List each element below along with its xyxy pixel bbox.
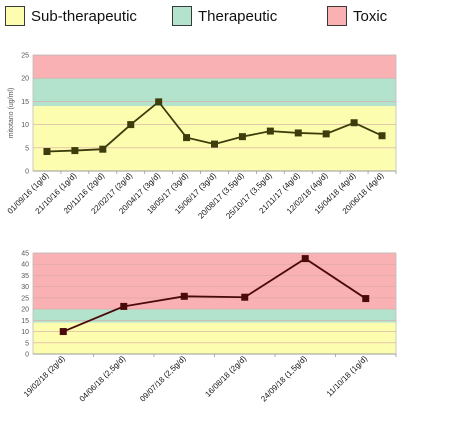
band-sub-therapeutic <box>33 106 396 171</box>
data-point <box>99 145 107 153</box>
data-point <box>120 302 128 310</box>
data-point <box>266 127 274 135</box>
y-tick-label: 40 <box>21 262 29 269</box>
x-tick-label: 19/02/18 (2g/d) <box>22 354 67 399</box>
band-toxic <box>33 253 396 310</box>
data-point <box>301 255 309 263</box>
y-tick-label: 0 <box>25 352 29 359</box>
x-tick-label: 16/08/18 (2g/d) <box>203 354 248 399</box>
legend-swatch-sub-therapeutic <box>5 6 25 26</box>
y-tick-label: 10 <box>21 122 29 129</box>
legend-swatch-toxic <box>327 6 347 26</box>
legend-label-sub-therapeutic: Sub-therapeutic <box>31 7 137 25</box>
y-tick-label: 45 <box>21 251 29 258</box>
data-point <box>294 129 302 137</box>
y-tick-label: 5 <box>25 145 29 152</box>
y-tick-label: 25 <box>21 295 29 302</box>
x-tick-label: 04/06/18 (2,5g/d) <box>78 354 128 404</box>
x-tick-label: 09/07/18 (2,5g/d) <box>138 354 188 404</box>
data-point <box>183 134 191 142</box>
legend-item-sub-therapeutic: Sub-therapeutic <box>5 6 137 26</box>
chart-mitotane-2018: 0 5 10 15 20 25 30 35 40 45 19/02/18 (2g/d) 04/06/1… <box>21 251 397 404</box>
data-point <box>238 133 246 141</box>
band-therapeutic <box>33 309 396 323</box>
data-point <box>155 98 163 106</box>
y-tick-label: 5 <box>25 340 29 347</box>
y-tick-label: 15 <box>21 99 29 106</box>
legend-item-toxic: Toxic <box>327 6 387 26</box>
data-point <box>350 119 358 127</box>
legend-label-toxic: Toxic <box>353 7 388 25</box>
x-tick-label: 24/09/18 (1,5g/d) <box>259 354 309 404</box>
data-point <box>71 147 79 155</box>
data-point <box>180 292 188 300</box>
data-point <box>127 121 135 129</box>
data-point <box>378 132 386 140</box>
data-point <box>322 130 330 138</box>
band-toxic <box>33 55 396 79</box>
legend-swatch-therapeutic <box>172 6 192 26</box>
series-line <box>62 257 367 333</box>
band-therapeutic <box>33 78 396 107</box>
y-tick-label: 10 <box>21 329 29 336</box>
y-tick-label: 0 <box>25 169 29 176</box>
band-sub-therapeutic <box>33 322 396 354</box>
data-point <box>43 148 51 156</box>
y-tick-label: 25 <box>21 53 29 60</box>
data-point <box>211 140 218 148</box>
legend: Sub-therapeutic Therapeutic Toxic <box>0 0 474 40</box>
y-tick-label: 30 <box>21 284 29 291</box>
data-point <box>59 328 67 336</box>
data-point <box>362 295 370 303</box>
y-tick-label: 20 <box>21 76 29 83</box>
y-tick-label: 35 <box>21 273 29 280</box>
legend-item-therapeutic: Therapeutic <box>172 6 277 26</box>
x-tick-label: 11/10/18 (1g/d) <box>325 354 370 399</box>
data-point <box>241 293 249 301</box>
y-axis-label: mitotano (ug/ml) <box>8 88 15 139</box>
legend-label-therapeutic: Therapeutic <box>198 7 278 25</box>
y-tick-label: 20 <box>21 307 29 314</box>
y-tick-label: 15 <box>21 318 29 325</box>
